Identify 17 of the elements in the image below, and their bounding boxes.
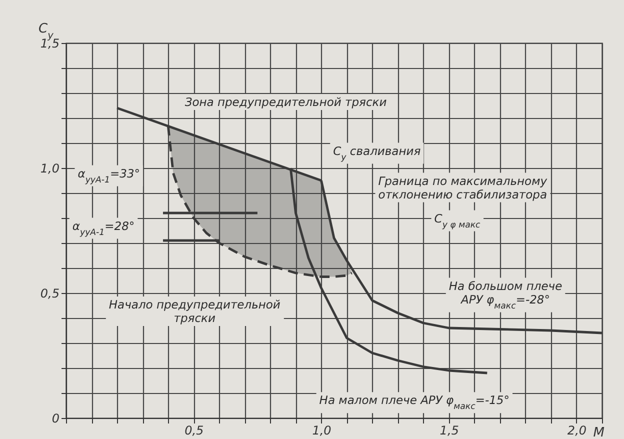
annotation: α$_{ууА-1}$=28° <box>72 218 135 238</box>
x-tick-label: 1,5 <box>440 424 459 438</box>
x-axis-title: M <box>593 426 604 439</box>
y-tick-label: 0,5 <box>40 286 60 300</box>
annotation: На малом плече АРУ φ$_{макс}$=-15° <box>319 393 510 412</box>
annotation: C$_{y φ макс}$ <box>434 211 481 230</box>
annotation: α$_{ууА-1}$=33° <box>78 166 140 186</box>
x-tick-label: 1,0 <box>312 424 332 438</box>
annotation: Граница по максимальному отклонению стабилизатора <box>378 174 548 202</box>
y-tick-label: 1,0 <box>40 162 60 176</box>
annotation: Зона предупредительной тряски <box>184 95 388 109</box>
x-tick-label: 0,5 <box>184 424 204 438</box>
annotation: C$_{y}$ сваливания <box>333 144 421 163</box>
y-tick-label: 0 <box>52 412 60 426</box>
x-tick-label: 2,0 <box>567 424 587 438</box>
annotation: На большом плече АРУ φ$_{макс}$=-28° <box>448 278 562 312</box>
annotation: Начало предупредительной тряски <box>108 298 281 325</box>
